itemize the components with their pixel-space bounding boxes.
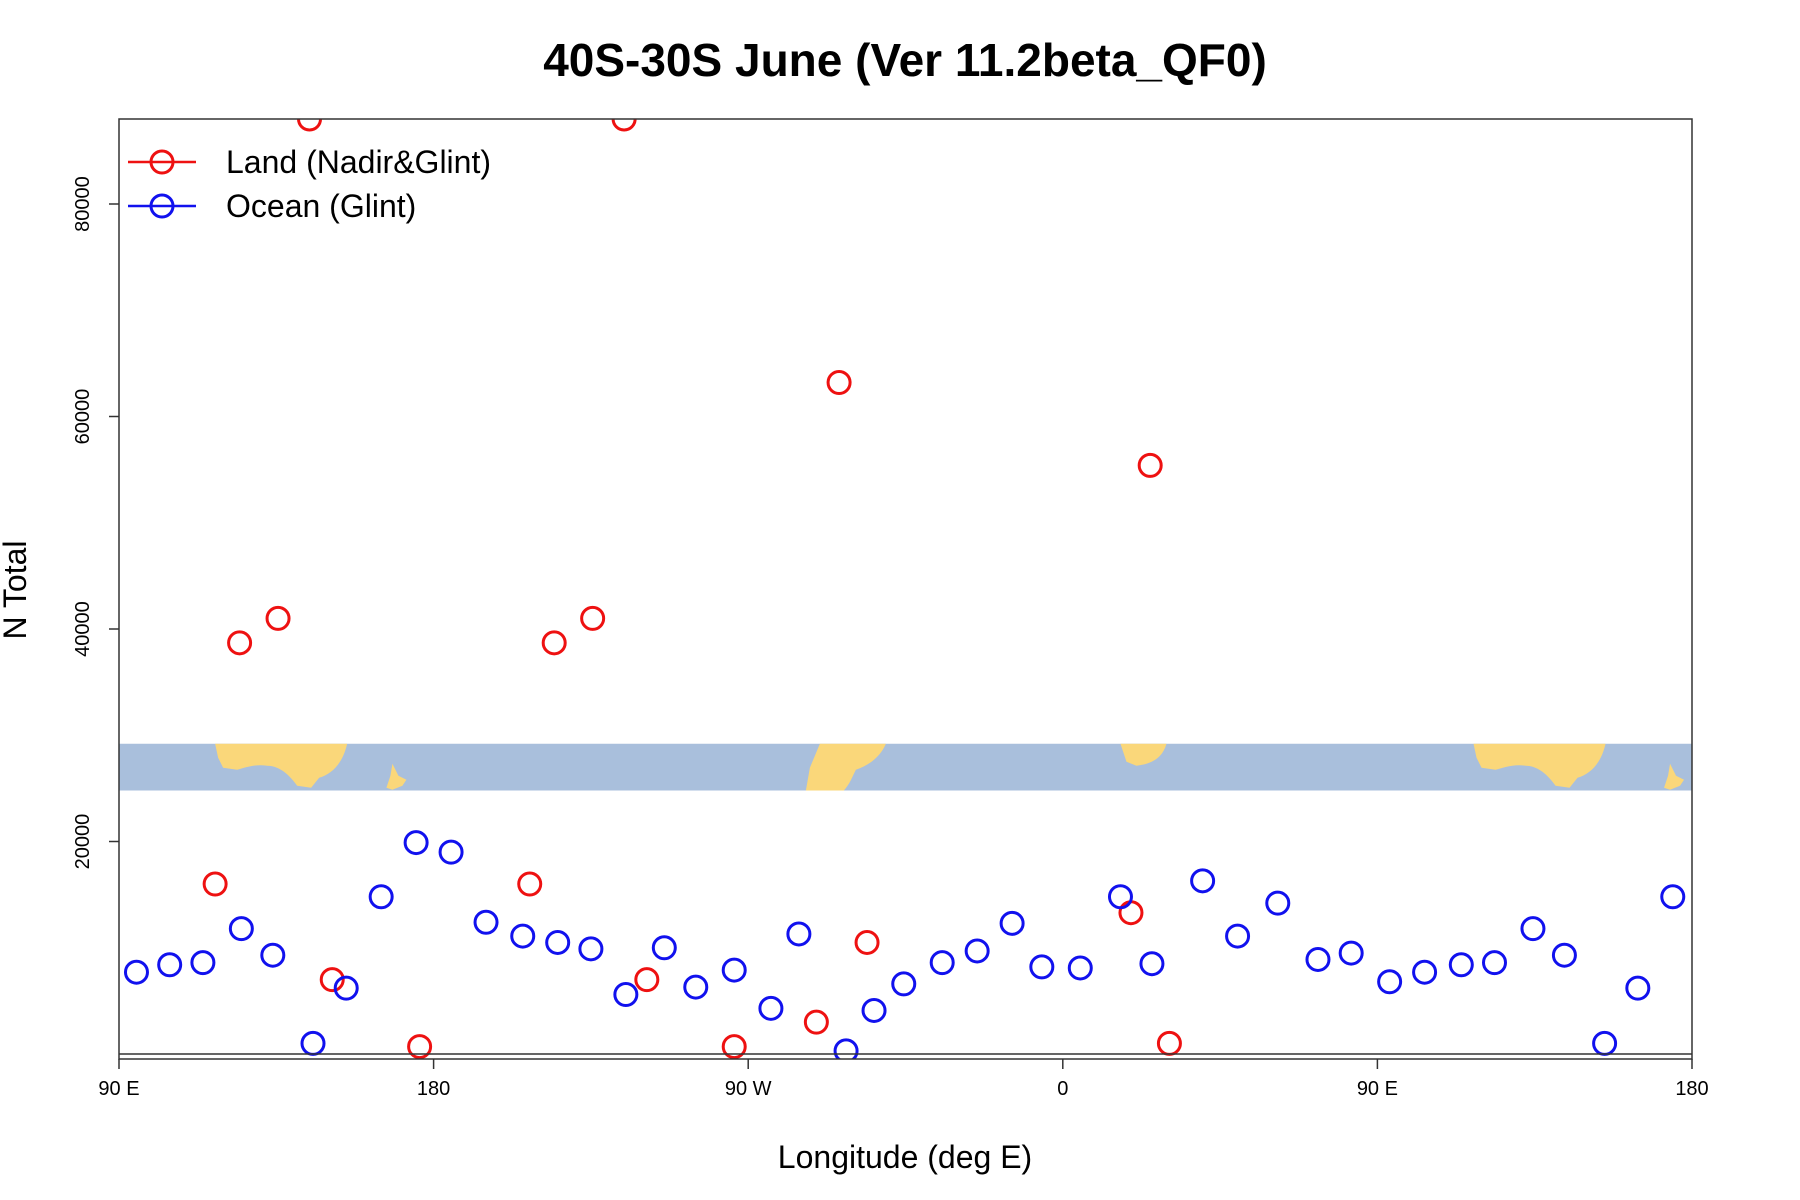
ocean-point xyxy=(1625,975,1651,1001)
ocean-point xyxy=(1660,884,1686,910)
ocean-point xyxy=(578,936,604,962)
ocean-point xyxy=(1190,868,1216,894)
x-axis: 90 E 180 90 W 0 90 E 180 xyxy=(98,1059,1709,1100)
legend-item-land: Land (Nadir&Glint) xyxy=(128,144,491,180)
series-layer xyxy=(123,119,1686,1059)
ocean-point xyxy=(190,950,216,976)
ocean-point xyxy=(123,959,149,985)
ocean-point xyxy=(473,909,499,935)
ocean-point xyxy=(929,950,955,976)
y-tick-label: 80000 xyxy=(72,176,94,232)
ocean-point xyxy=(1520,916,1546,942)
ocean-point xyxy=(861,997,887,1023)
ocean-point xyxy=(1305,946,1331,972)
legend-marker-ocean xyxy=(149,193,175,219)
y-axis: 20000 40000 60000 80000 xyxy=(72,176,119,869)
land-point xyxy=(297,119,323,132)
ocean-point xyxy=(403,830,429,856)
legend-label-land: Land (Nadir&Glint) xyxy=(226,144,491,180)
ocean-point xyxy=(1448,952,1474,978)
land-point xyxy=(803,1009,829,1035)
land-point xyxy=(541,630,567,656)
legend: Land (Nadir&Glint) Ocean (Glint) xyxy=(128,144,491,224)
ocean-point xyxy=(1338,940,1364,966)
map-strip-land xyxy=(215,743,1685,791)
ocean-point xyxy=(964,938,990,964)
y-tick-label: 60000 xyxy=(72,389,94,445)
land-point xyxy=(265,605,291,631)
land-point xyxy=(721,1034,747,1059)
ocean-point xyxy=(613,982,639,1007)
map-strip-ocean xyxy=(119,743,1692,791)
ocean-point xyxy=(368,884,394,910)
x-tick-label: 90 W xyxy=(725,1078,772,1100)
ocean-point xyxy=(438,839,464,865)
ocean-point xyxy=(1139,951,1165,977)
x-tick-label: 0 xyxy=(1057,1078,1068,1100)
south-america-shape xyxy=(805,743,886,791)
x-tick-label: 180 xyxy=(417,1078,450,1100)
new-zealand-shape xyxy=(1664,763,1685,790)
ocean-point xyxy=(891,971,917,997)
legend-label-ocean: Ocean (Glint) xyxy=(226,188,416,224)
land-point xyxy=(407,1034,433,1059)
chart-title: 40S-30S June (Ver 11.2beta_QF0) xyxy=(543,34,1267,86)
land-point xyxy=(1118,900,1144,926)
ocean-point xyxy=(1107,884,1133,910)
ocean-point xyxy=(545,929,571,955)
ocean-point xyxy=(333,975,359,1001)
map-strip xyxy=(119,743,1692,791)
series-ocean xyxy=(123,830,1686,1059)
ocean-point xyxy=(833,1038,859,1059)
ocean-point xyxy=(786,921,812,947)
australia-shape xyxy=(215,743,348,788)
land-point xyxy=(826,370,852,395)
x-tick-label: 180 xyxy=(1675,1078,1708,1100)
plot-frame xyxy=(118,118,1693,1060)
africa-shape xyxy=(1120,743,1167,766)
legend-marker-land xyxy=(149,149,175,175)
ocean-point xyxy=(651,935,677,961)
ocean-point xyxy=(1265,890,1291,916)
ocean-point xyxy=(1551,942,1577,968)
ocean-point xyxy=(1592,1030,1618,1056)
y-tick-label: 20000 xyxy=(72,814,94,870)
ocean-point xyxy=(999,910,1025,936)
legend-item-ocean: Ocean (Glint) xyxy=(128,188,416,224)
x-axis-label: Longitude (deg E) xyxy=(778,1139,1032,1175)
land-point xyxy=(517,871,543,897)
ocean-point xyxy=(1029,954,1055,980)
ocean-point xyxy=(758,995,784,1021)
australia-shape xyxy=(1473,743,1606,788)
ocean-point xyxy=(1412,959,1438,985)
land-point xyxy=(611,119,637,132)
land-point xyxy=(1137,452,1163,478)
land-point xyxy=(634,967,660,993)
x-tick-label: 90 E xyxy=(98,1078,139,1100)
y-axis-label: N Total xyxy=(0,540,33,639)
ocean-point xyxy=(260,942,286,968)
series-land xyxy=(202,119,1182,1059)
land-point xyxy=(580,605,606,631)
ocean-point xyxy=(157,952,183,978)
ocean-point xyxy=(721,957,747,983)
ocean-point xyxy=(228,916,254,942)
land-point xyxy=(319,967,345,993)
ocean-point xyxy=(510,923,536,949)
y-tick-label: 40000 xyxy=(72,601,94,657)
land-point xyxy=(202,871,228,897)
ocean-point xyxy=(1225,923,1251,949)
land-point xyxy=(227,630,253,656)
land-point xyxy=(1156,1030,1182,1056)
ocean-point xyxy=(1377,969,1403,995)
x-tick-label: 90 E xyxy=(1357,1078,1398,1100)
land-point xyxy=(854,929,880,955)
ocean-point xyxy=(300,1030,326,1056)
ocean-point xyxy=(1482,950,1508,976)
ocean-point xyxy=(683,974,709,1000)
ocean-point xyxy=(1067,955,1093,981)
new-zealand-shape xyxy=(386,763,407,790)
